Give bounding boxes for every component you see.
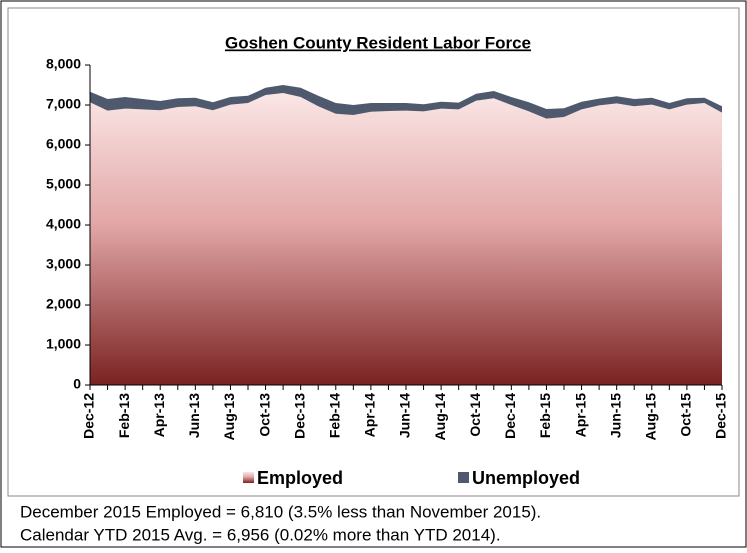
note: December 2015 Employed = 6,810 (3.5% les…	[20, 502, 541, 521]
legend-swatch	[243, 472, 254, 483]
y-tick-label: 1,000	[46, 336, 81, 352]
note: Calendar YTD 2015 Avg. = 6,956 (0.02% mo…	[20, 525, 501, 544]
x-tick-label: Oct-14	[467, 393, 483, 437]
y-tick-label: 5,000	[46, 176, 81, 192]
legend-swatch	[458, 472, 469, 483]
x-tick-label: Aug-13	[221, 393, 237, 441]
x-tick-label: Feb-15	[537, 393, 553, 438]
y-tick-label: 7,000	[46, 96, 81, 112]
x-tick-label: Jun-14	[397, 393, 413, 438]
y-tick-label: 2,000	[46, 296, 81, 312]
x-tick-label: Jun-15	[607, 393, 623, 438]
legend-label: Employed	[257, 468, 343, 488]
x-tick-label: Apr-15	[572, 393, 588, 438]
x-tick-label: Feb-13	[116, 393, 132, 438]
legend-label: Unemployed	[472, 468, 580, 488]
x-tick-label: Jun-13	[186, 393, 202, 438]
x-tick-label: Dec-12	[81, 393, 97, 439]
x-tick-label: Aug-15	[642, 393, 658, 441]
y-tick-label: 8,000	[46, 56, 81, 72]
y-tick-label: 3,000	[46, 256, 81, 272]
x-tick-label: Oct-13	[256, 393, 272, 437]
x-tick-label: Dec-15	[713, 393, 729, 439]
x-tick-label: Oct-15	[678, 393, 694, 437]
chart-title: Goshen County Resident Labor Force	[225, 33, 531, 52]
x-tick-label: Dec-13	[291, 393, 307, 439]
area	[90, 85, 722, 119]
chart-border	[7, 7, 740, 497]
y-tick-label: 0	[73, 376, 81, 392]
y-tick-label: 4,000	[46, 216, 81, 232]
y-tick-label: 6,000	[46, 136, 81, 152]
area	[90, 93, 722, 385]
x-tick-label: Apr-13	[151, 393, 167, 438]
x-tick-label: Apr-14	[362, 393, 378, 438]
x-tick-label: Aug-14	[432, 393, 448, 441]
x-tick-label: Dec-14	[502, 393, 518, 439]
x-tick-label: Feb-14	[326, 393, 342, 438]
